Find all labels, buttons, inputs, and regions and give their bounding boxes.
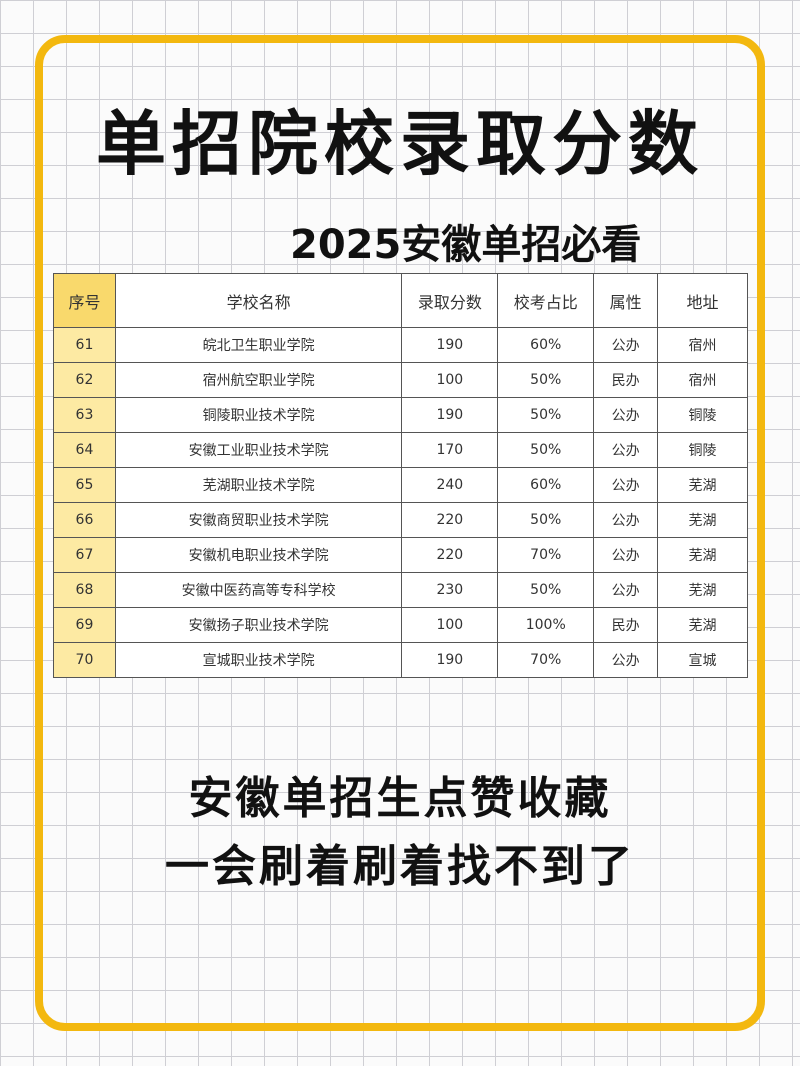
table-cell: 60% [497,327,595,363]
header-row: 序号 学校名称 录取分数 校考占比 属性 地址 [53,273,748,328]
table-cell: 190 [401,642,499,678]
table-cell: 芜湖 [657,502,748,538]
table-cell: 宣城职业技术学院 [114,642,403,678]
table-cell: 50% [497,572,595,608]
table-body: 61 皖北卫生职业学院 190 60% 公办 宿州 62 宿州航空职业学院 100 50% 民办 宿州… [53,327,748,678]
header-cell: 录取分数 [401,273,499,328]
table-cell: 铜陵 [657,432,748,468]
table-cell: 民办 [593,362,659,398]
table-cell: 190 [401,397,499,433]
table-cell: 芜湖职业技术学院 [114,467,403,503]
table-cell: 宣城 [657,642,748,678]
table-row: 69 安徽扬子职业技术学院 100 100% 民办 芜湖 [53,607,748,643]
table-cell: 铜陵职业技术学院 [114,397,403,433]
table-cell: 公办 [593,467,659,503]
table-cell: 63 [53,397,116,433]
table-cell: 芜湖 [657,607,748,643]
table-cell: 50% [497,502,595,538]
table-cell: 70 [53,642,116,678]
table-cell: 170 [401,432,499,468]
table-cell: 铜陵 [657,397,748,433]
table-cell: 220 [401,537,499,573]
table-cell: 公办 [593,572,659,608]
frame [35,35,765,1031]
table-cell: 安徽商贸职业技术学院 [114,502,403,538]
table-cell: 220 [401,502,499,538]
table-cell: 民办 [593,607,659,643]
table-cell: 公办 [593,327,659,363]
table-cell: 50% [497,362,595,398]
table-cell: 公办 [593,432,659,468]
footer-line: 一会刷着刷着找不到了 [165,841,635,892]
header-cell: 属性 [593,273,659,328]
table-cell: 宿州 [657,362,748,398]
table-row: 67 安徽机电职业技术学院 220 70% 公办 芜湖 [53,537,748,573]
table-cell: 公办 [593,642,659,678]
table-row: 64 安徽工业职业技术学院 170 50% 公办 铜陵 [53,432,748,468]
table-cell: 50% [497,432,595,468]
header-cell: 地址 [657,273,748,328]
table-cell: 67 [53,537,116,573]
table-cell: 50% [497,397,595,433]
table-cell: 190 [401,327,499,363]
table-cell: 100 [401,607,499,643]
table-row: 65 芜湖职业技术学院 240 60% 公办 芜湖 [53,467,748,503]
table-cell: 安徽中医药高等专科学校 [114,572,403,608]
table-row: 70 宣城职业技术学院 190 70% 公办 宣城 [53,642,748,678]
table-cell: 100% [497,607,595,643]
table-cell: 公办 [593,502,659,538]
table-cell: 62 [53,362,116,398]
table-row: 66 安徽商贸职业技术学院 220 50% 公办 芜湖 [53,502,748,538]
title: 单招院校录取分数 [96,103,704,185]
table-row: 61 皖北卫生职业学院 190 60% 公办 宿州 [53,327,748,363]
header-cell: 学校名称 [114,273,403,328]
table-cell: 宿州航空职业学院 [114,362,403,398]
table-cell: 安徽扬子职业技术学院 [114,607,403,643]
table-cell: 60% [497,467,595,503]
table-cell: 宿州 [657,327,748,363]
header-cell: 校考占比 [497,273,595,328]
score-table: 序号 学校名称 录取分数 校考占比 属性 地址 61 皖北卫生职业学院 190 60% 公办 宿州 6… [53,273,748,678]
table-row: 63 铜陵职业技术学院 190 50% 公办 铜陵 [53,397,748,433]
table-cell: 公办 [593,537,659,573]
table-cell: 66 [53,502,116,538]
table-cell: 61 [53,327,116,363]
header-cell: 序号 [53,273,116,328]
table-cell: 安徽工业职业技术学院 [114,432,403,468]
table-cell: 公办 [593,397,659,433]
table-cell: 皖北卫生职业学院 [114,327,403,363]
table-row: 62 宿州航空职业学院 100 50% 民办 宿州 [53,362,748,398]
table-cell: 65 [53,467,116,503]
table-cell: 芜湖 [657,467,748,503]
subtitle: 2025安徽单招必看 [290,222,642,268]
table-cell: 70% [497,537,595,573]
table-row: 68 安徽中医药高等专科学校 230 50% 公办 芜湖 [53,572,748,608]
table-cell: 100 [401,362,499,398]
table-cell: 68 [53,572,116,608]
footer-line: 安徽单招生点赞收藏 [188,773,612,824]
table-cell: 64 [53,432,116,468]
table-cell: 240 [401,467,499,503]
table-cell: 芜湖 [657,537,748,573]
table-cell: 69 [53,607,116,643]
table-cell: 70% [497,642,595,678]
table-cell: 芜湖 [657,572,748,608]
table-cell: 230 [401,572,499,608]
table-cell: 安徽机电职业技术学院 [114,537,403,573]
